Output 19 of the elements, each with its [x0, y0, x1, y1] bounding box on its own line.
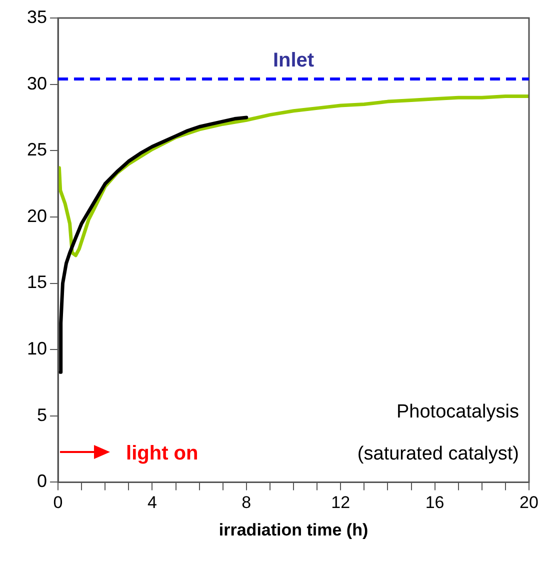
y-tick-label: 30: [26, 73, 48, 94]
annotation: light on: [126, 442, 198, 465]
y-tick-label: 25: [26, 140, 48, 160]
ref-line-label: Inlet: [272, 50, 314, 72]
x-tick-label: 4: [147, 493, 157, 512]
x-tick-label: 8: [242, 493, 252, 512]
annotation: (saturated catalyst): [357, 443, 519, 464]
x-axis-title: irradiation time (h): [218, 520, 368, 540]
annotation: Photocatalysis: [396, 401, 519, 422]
x-tick-label: 0: [53, 493, 63, 512]
y-tick-label: 20: [26, 206, 48, 226]
y-tick-label: 0: [37, 471, 48, 492]
y-tick-label: 15: [26, 272, 48, 292]
x-tick-label: 20: [520, 493, 538, 512]
x-tick-label: 16: [425, 493, 444, 512]
x-tick-label: 12: [331, 493, 350, 512]
y-tick-label: 35: [26, 6, 48, 27]
y-tick-label: 10: [26, 338, 48, 359]
y-tick-label: 5: [37, 404, 48, 425]
